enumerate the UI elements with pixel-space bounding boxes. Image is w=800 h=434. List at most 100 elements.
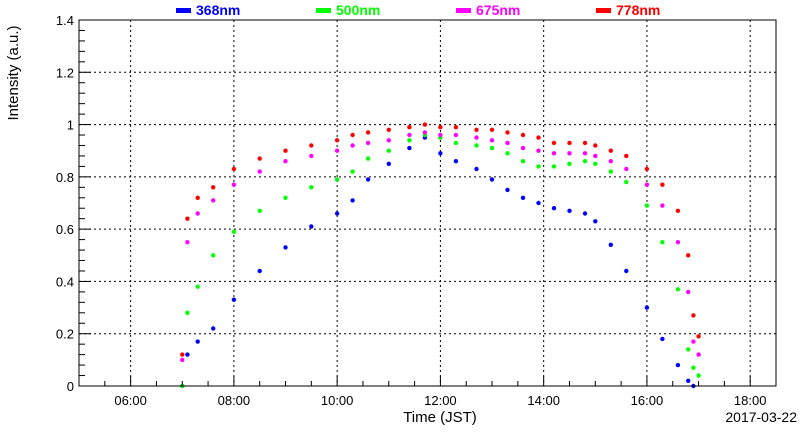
legend-label: 778nm	[616, 2, 660, 18]
data-point	[536, 135, 541, 140]
legend: 368nm 500nm 675nm 778nm	[176, 2, 660, 18]
data-point	[536, 200, 541, 206]
legend-entry-368nm: 368nm	[176, 2, 240, 18]
data-point	[211, 253, 216, 258]
data-point	[438, 125, 443, 130]
data-point	[593, 219, 598, 224]
data-point	[231, 182, 237, 187]
series-675nm	[180, 130, 701, 363]
data-point	[567, 161, 572, 166]
data-point	[551, 206, 557, 211]
x-tick-label: 14:00	[527, 393, 560, 408]
data-point	[386, 127, 391, 132]
plot-frame	[78, 19, 777, 387]
data-point	[257, 169, 262, 174]
data-point	[520, 132, 526, 138]
data-point	[386, 148, 391, 153]
data-point	[686, 347, 691, 352]
data-point	[489, 138, 495, 143]
data-point	[386, 161, 391, 166]
data-point	[505, 130, 510, 135]
y-tick-label: 0.2	[56, 327, 74, 342]
axes: 06:00 08:00 10:00 12:00 14:00 16:00 18:00 0 0.2 0…	[56, 13, 777, 408]
legend-swatch	[176, 8, 191, 13]
x-tick-label: 16:00	[631, 393, 664, 408]
data-point	[675, 240, 681, 245]
data-point	[536, 164, 541, 169]
data-point	[231, 229, 237, 234]
data-point	[309, 224, 314, 229]
data-point	[505, 140, 510, 146]
data-point	[453, 140, 459, 146]
data-point	[696, 352, 701, 357]
legend-swatch	[316, 8, 331, 13]
data-point	[195, 195, 200, 200]
data-point	[283, 195, 288, 200]
data-point	[582, 211, 588, 216]
series-368nm	[180, 135, 696, 389]
data-point	[644, 182, 650, 187]
data-point	[624, 268, 629, 274]
data-point	[334, 211, 340, 216]
x-tick-label: 10:00	[321, 393, 354, 408]
data-point	[691, 365, 696, 370]
data-point	[231, 297, 237, 302]
data-point	[644, 203, 650, 208]
y-tick-label: 0	[67, 379, 74, 394]
data-point	[520, 159, 526, 164]
data-point	[185, 216, 190, 221]
y-tick-label: 1.2	[56, 65, 74, 80]
data-point	[505, 151, 510, 156]
data-point	[386, 138, 391, 143]
y-tick-label: 1	[67, 118, 74, 133]
legend-entry-675nm: 675nm	[456, 2, 520, 18]
data-point	[365, 140, 371, 146]
data-point	[489, 177, 495, 182]
data-point	[644, 305, 650, 310]
y-tick-label: 1.4	[56, 13, 74, 28]
data-point	[350, 169, 355, 174]
data-point	[407, 132, 412, 138]
data-point	[211, 326, 216, 331]
data-point	[407, 145, 412, 151]
data-point	[624, 166, 629, 172]
data-point	[438, 132, 443, 138]
data-point	[283, 159, 288, 164]
data-point	[593, 143, 598, 148]
data-point	[195, 284, 200, 289]
data-point	[309, 185, 314, 190]
x-tick-label: 08:00	[218, 393, 251, 408]
data-point	[520, 145, 526, 151]
data-point	[211, 185, 216, 190]
grid	[79, 20, 776, 386]
y-tick-label: 0.4	[56, 274, 74, 289]
legend-entry-778nm: 778nm	[596, 2, 660, 18]
data-point	[582, 159, 588, 164]
y-tick-label: 0.6	[56, 222, 74, 237]
data-point	[520, 195, 526, 200]
data-point	[536, 148, 541, 153]
data-point	[365, 156, 371, 161]
data-point	[696, 334, 701, 339]
data-point	[350, 198, 355, 203]
data-point	[180, 352, 185, 357]
data-point	[675, 362, 681, 368]
data-point	[691, 339, 696, 344]
data-point	[474, 127, 479, 132]
data-point	[257, 268, 262, 274]
data-point	[608, 242, 613, 247]
data-point	[608, 169, 613, 174]
data-point	[407, 125, 412, 130]
data-point	[185, 352, 190, 357]
data-point	[567, 140, 572, 146]
data-point	[195, 211, 200, 216]
data-point	[350, 143, 355, 148]
x-axis-title: Time (JST)	[403, 409, 477, 426]
legend-entry-500nm: 500nm	[316, 2, 380, 18]
data-point	[489, 127, 495, 132]
data-point	[350, 132, 355, 138]
data-point	[660, 240, 665, 245]
data-point	[365, 130, 371, 135]
x-tick-label: 18:00	[734, 393, 767, 408]
